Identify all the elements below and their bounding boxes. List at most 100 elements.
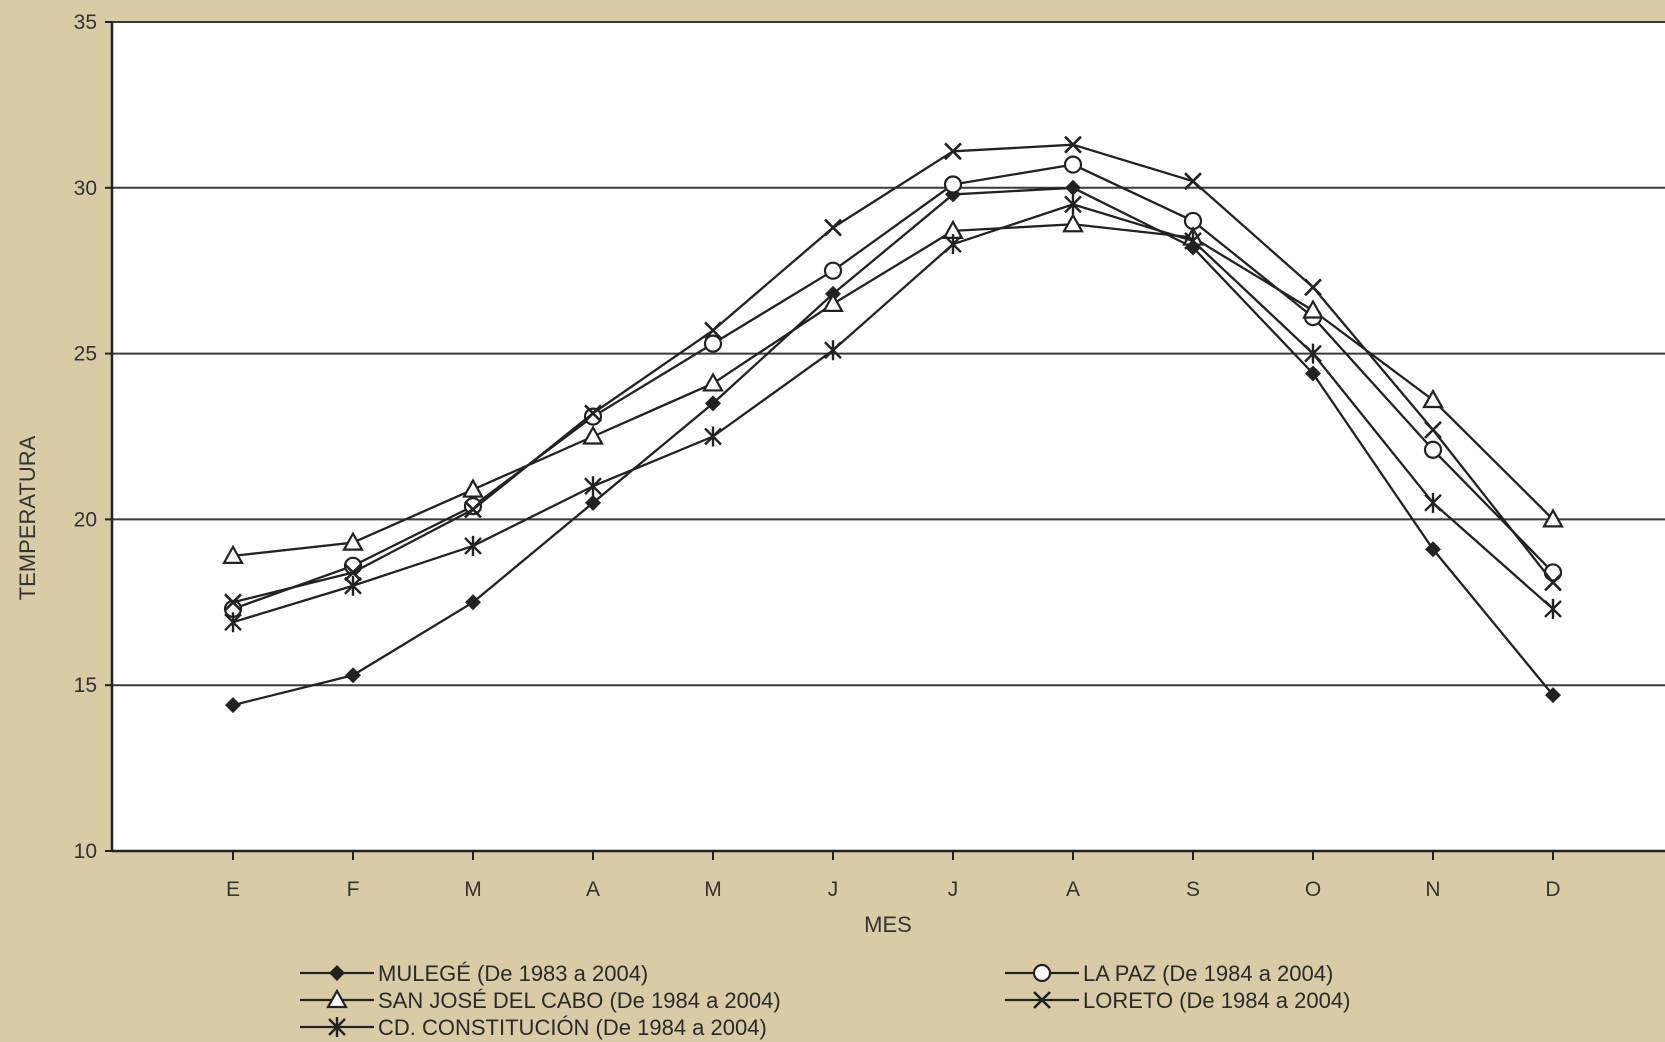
triangle-shape bbox=[1542, 508, 1564, 528]
legend-item: SAN JOSÉ DEL CABO (De 1984 a 2004) bbox=[300, 988, 781, 1013]
diamond-shape bbox=[1545, 687, 1561, 704]
data-point bbox=[222, 544, 244, 564]
x-tick-label: M bbox=[464, 878, 482, 901]
triangle-shape bbox=[1422, 388, 1444, 409]
data-point bbox=[1304, 278, 1322, 297]
data-point bbox=[1542, 508, 1564, 528]
gridlines bbox=[105, 21, 1665, 852]
data-point bbox=[1422, 388, 1444, 409]
legend-label: MULEGÉ (De 1983 a 2004) bbox=[378, 961, 648, 986]
data-point bbox=[702, 372, 724, 392]
x-shape bbox=[1544, 573, 1562, 592]
triangle-shape bbox=[326, 988, 348, 1009]
x-tick-label: M bbox=[704, 878, 722, 901]
legend: MULEGÉ (De 1983 a 2004) LA PAZ (De 1984 a… bbox=[300, 961, 1350, 1040]
data-point bbox=[1305, 365, 1321, 382]
data-point bbox=[824, 340, 842, 361]
legend-item: LA PAZ (De 1984 a 2004) bbox=[1005, 961, 1333, 986]
diamond-shape bbox=[585, 494, 601, 511]
legend-marker bbox=[1032, 963, 1052, 983]
triangle-shape bbox=[702, 372, 724, 392]
data-point bbox=[1544, 573, 1562, 592]
data-point bbox=[1063, 155, 1083, 174]
data-point bbox=[1302, 299, 1324, 319]
x-shape bbox=[1184, 172, 1202, 191]
series-group bbox=[222, 135, 1564, 714]
data-point bbox=[584, 404, 602, 423]
data-point bbox=[583, 407, 603, 426]
x-tick-label: A bbox=[586, 878, 600, 901]
diamond-shape bbox=[705, 395, 721, 412]
legend-item: CD. CONSTITUCIÓN (De 1984 a 2004) bbox=[300, 1015, 767, 1040]
x-shape bbox=[824, 218, 842, 237]
x-tick-label: A bbox=[1066, 878, 1080, 901]
data-point bbox=[225, 697, 241, 714]
circle-shape bbox=[1423, 440, 1443, 459]
data-point bbox=[1062, 213, 1084, 233]
x-tick-label: O bbox=[1305, 878, 1321, 901]
data-point bbox=[344, 563, 362, 582]
x-shape bbox=[1033, 991, 1051, 1009]
data-point bbox=[463, 497, 483, 516]
x-shape bbox=[584, 404, 602, 423]
series-5 bbox=[224, 194, 1562, 633]
data-point bbox=[465, 594, 481, 611]
x-tick-label: F bbox=[347, 878, 360, 901]
x-shape bbox=[1424, 420, 1442, 439]
x-shape bbox=[704, 321, 722, 340]
series-3 bbox=[222, 213, 1564, 564]
y-axis-title: TEMPERATURA bbox=[15, 435, 40, 600]
series-4 bbox=[224, 135, 1562, 612]
y-tick-label: 15 bbox=[74, 674, 97, 697]
x-tick-label: E bbox=[226, 878, 240, 901]
asterisk-shape bbox=[1064, 194, 1082, 215]
legend-label: LA PAZ (De 1984 a 2004) bbox=[1083, 961, 1333, 986]
x-tick-label: J bbox=[948, 878, 959, 901]
asterisk-shape bbox=[944, 234, 962, 255]
x-axis-title: MES bbox=[864, 912, 912, 937]
series-line bbox=[232, 223, 1554, 558]
circle-shape bbox=[823, 261, 843, 280]
data-point bbox=[462, 478, 484, 498]
data-point bbox=[224, 593, 242, 612]
data-point bbox=[585, 494, 601, 511]
diamond-shape bbox=[345, 667, 361, 684]
asterisk-shape bbox=[1184, 230, 1202, 251]
data-point bbox=[944, 142, 962, 161]
triangle-shape bbox=[462, 478, 484, 498]
series-line bbox=[232, 203, 1554, 624]
axes bbox=[110, 22, 1665, 860]
data-point bbox=[224, 612, 242, 633]
legend-item: MULEGÉ (De 1983 a 2004) bbox=[300, 961, 648, 986]
diamond-shape bbox=[1065, 179, 1081, 196]
circle-shape bbox=[463, 497, 483, 516]
asterisk-shape bbox=[328, 1017, 346, 1037]
legend-marker bbox=[1033, 991, 1051, 1009]
triangle-shape bbox=[1062, 213, 1084, 233]
data-point bbox=[705, 395, 721, 412]
diamond-shape bbox=[465, 594, 481, 611]
circle-shape bbox=[1063, 155, 1083, 174]
circle-shape bbox=[1032, 963, 1052, 983]
data-point bbox=[822, 292, 844, 312]
x-shape bbox=[1304, 278, 1322, 297]
legend-marker bbox=[326, 988, 348, 1009]
y-tick-label: 25 bbox=[74, 343, 97, 366]
asterisk-shape bbox=[344, 575, 362, 596]
asterisk-shape bbox=[224, 612, 242, 633]
series-line bbox=[232, 163, 1554, 611]
data-point bbox=[704, 321, 722, 340]
triangle-shape bbox=[822, 292, 844, 312]
legend-label: SAN JOSÉ DEL CABO (De 1984 a 2004) bbox=[378, 988, 781, 1013]
data-point bbox=[1064, 194, 1082, 215]
circle-shape bbox=[583, 407, 603, 426]
circle-shape bbox=[943, 175, 963, 194]
data-point bbox=[464, 500, 482, 519]
x-tick-label: N bbox=[1425, 878, 1440, 901]
triangle-shape bbox=[582, 425, 604, 445]
y-tick-label: 10 bbox=[74, 840, 97, 863]
data-point bbox=[703, 334, 723, 353]
legend-item: LORETO (De 1984 a 2004) bbox=[1005, 988, 1350, 1013]
